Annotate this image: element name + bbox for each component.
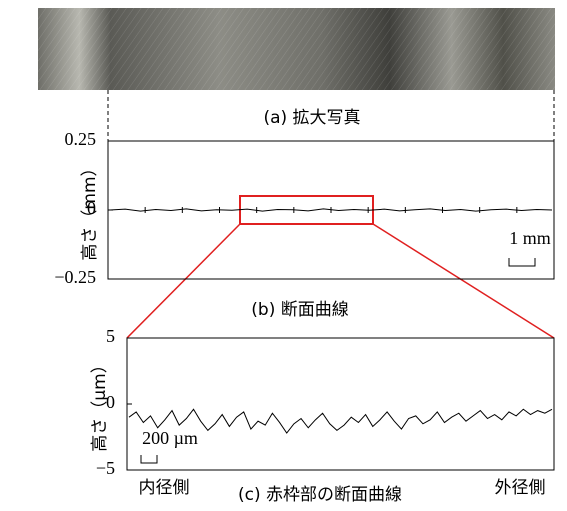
annotation: 200 µm: [142, 428, 198, 448]
photo-caption: (a) 拡大写真: [263, 108, 360, 128]
photo-texture: [38, 8, 555, 90]
chart-title: (c) 赤枠部の断面曲線: [238, 485, 402, 505]
y-tick-label: 0.25: [65, 129, 97, 149]
annotation: 1 mm: [509, 228, 551, 248]
annotation: 外径側: [495, 478, 546, 498]
annotation: 内径側: [139, 478, 190, 498]
y-axis-label: 高さ（mm）: [80, 159, 100, 260]
plot-frame: [126, 337, 555, 471]
y-tick-label: 5: [106, 326, 115, 346]
y-tick-label: −0.25: [54, 267, 96, 287]
scale-bar: [140, 455, 158, 464]
y-axis-label: 高さ（µm）: [90, 356, 110, 451]
y-tick-label: −5: [96, 458, 115, 478]
profile-line: [109, 208, 553, 212]
scale-bar: [508, 258, 536, 267]
y-tick-label: 0: [87, 198, 96, 218]
zoom-line: [372, 223, 555, 339]
zoom-line: [126, 223, 241, 339]
y-tick-label: 0: [106, 392, 115, 412]
profile-line: [128, 408, 553, 434]
chart-title: (b) 断面曲線: [251, 300, 348, 320]
